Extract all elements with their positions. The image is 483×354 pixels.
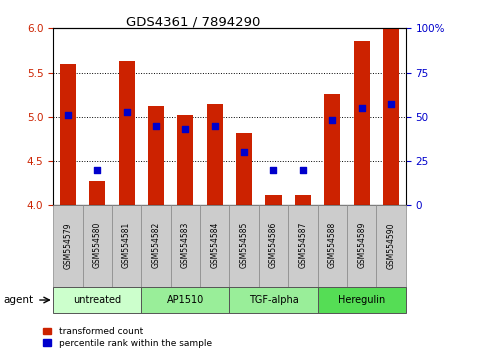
Bar (354, 41, 369, 205)
Point (64, 112, 71, 118)
Bar (376, 205, 406, 289)
Text: GSM554586: GSM554586 (269, 222, 278, 268)
Text: GDS4361 / 7894290: GDS4361 / 7894290 (126, 16, 260, 29)
Text: GSM554584: GSM554584 (210, 222, 219, 268)
Bar (324, 94, 341, 205)
Point (328, 118, 336, 123)
Point (387, 102, 395, 107)
Bar (318, 287, 406, 313)
Text: TGF-alpha: TGF-alpha (249, 295, 298, 305)
Point (182, 126, 189, 132)
Text: untreated: untreated (73, 295, 121, 305)
Point (152, 123, 160, 129)
Point (270, 167, 277, 173)
Bar (200, 205, 229, 289)
Text: AP1510: AP1510 (167, 295, 204, 305)
Bar (83, 205, 112, 289)
Bar (207, 103, 223, 205)
Point (211, 123, 219, 129)
Bar (295, 195, 311, 205)
Point (240, 149, 248, 155)
Bar (53, 287, 142, 313)
Text: GSM554590: GSM554590 (386, 222, 396, 268)
Bar (347, 205, 376, 289)
Bar (148, 106, 164, 205)
Text: agent: agent (4, 295, 34, 305)
Bar (53, 205, 83, 289)
Bar (229, 287, 318, 313)
Bar (229, 205, 259, 289)
Bar (318, 205, 347, 289)
Point (123, 109, 130, 114)
Text: GSM554579: GSM554579 (63, 222, 72, 268)
Point (93, 167, 101, 173)
Bar (288, 205, 318, 289)
Bar (118, 61, 135, 205)
Bar (142, 205, 170, 289)
Text: Heregulin: Heregulin (338, 295, 385, 305)
Text: GSM554585: GSM554585 (240, 222, 249, 268)
Bar (89, 181, 105, 205)
Bar (170, 205, 200, 289)
Text: GSM554582: GSM554582 (152, 222, 160, 268)
Bar (142, 287, 229, 313)
Bar (177, 115, 193, 205)
Bar (112, 205, 142, 289)
Text: GSM554587: GSM554587 (298, 222, 307, 268)
Bar (266, 195, 282, 205)
Legend: transformed count, percentile rank within the sample: transformed count, percentile rank withi… (43, 327, 212, 348)
Point (358, 105, 366, 111)
Point (299, 167, 307, 173)
Text: GSM554581: GSM554581 (122, 222, 131, 268)
Text: GSM554580: GSM554580 (93, 222, 102, 268)
Text: GSM554588: GSM554588 (328, 222, 337, 268)
Bar (60, 64, 76, 205)
Text: GSM554589: GSM554589 (357, 222, 366, 268)
Text: GSM554583: GSM554583 (181, 222, 190, 268)
Bar (259, 205, 288, 289)
Bar (383, 28, 399, 205)
Bar (236, 133, 252, 205)
